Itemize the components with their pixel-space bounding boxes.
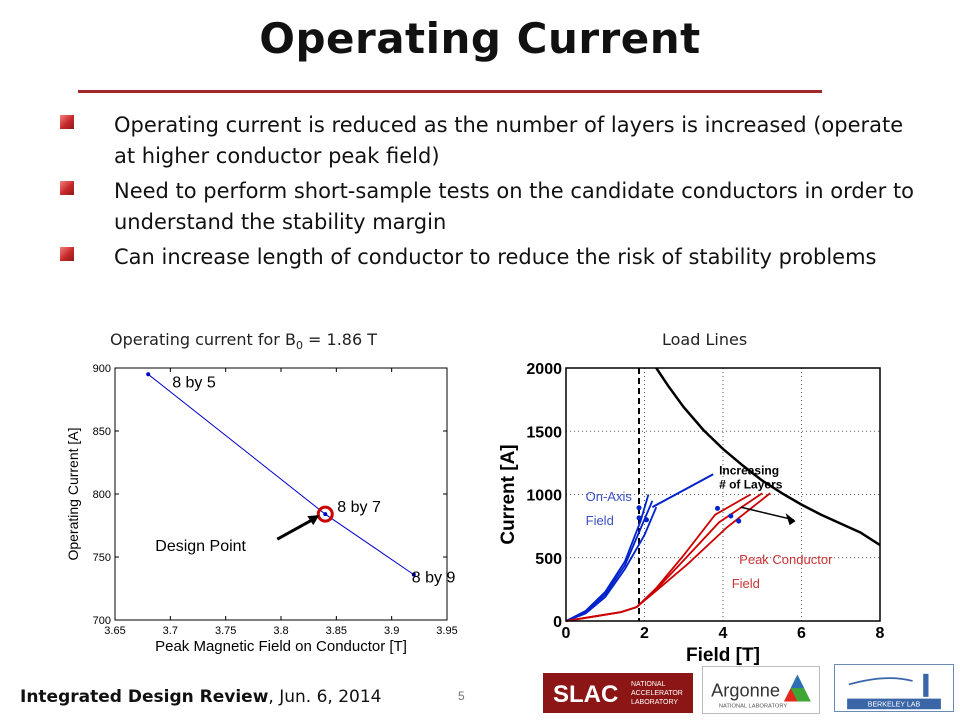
slide-title: Operating Current: [259, 14, 701, 63]
operating-point: [728, 513, 734, 519]
chart1-caption: Operating current for B0 = 1.86 T: [110, 330, 377, 352]
on-axis-pointer: [651, 473, 714, 509]
x-tick-label: 6: [797, 625, 806, 642]
y-tick-label: 700: [93, 615, 111, 627]
load-line-on-axis: [565, 506, 658, 622]
y-tick-label: 850: [93, 426, 111, 438]
increasing-layers-arrow: [740, 506, 794, 521]
berkeley-logo-arc-icon: [848, 677, 913, 686]
x-tick-label: 4: [719, 625, 728, 642]
operating-point: [715, 505, 721, 511]
point-label: 8 by 9: [412, 570, 456, 587]
load-line-peak: [565, 492, 771, 622]
y-tick-label: 1000: [526, 488, 562, 505]
y-tick-label: 900: [93, 363, 111, 375]
argonne-logo: Argonne NATIONAL LABORATORY: [702, 666, 820, 714]
load-line-on-axis: [565, 494, 650, 622]
annotation-text-line2: Field: [732, 576, 760, 591]
slac-logo-subtext: NATIONAL: [631, 681, 666, 688]
point-label: 8 by 7: [337, 499, 381, 516]
x-tick-label: 8: [876, 625, 885, 642]
annotation-text: Increasing: [719, 463, 779, 477]
x-tick-label: 3.65: [104, 625, 125, 637]
x-axis-label: Peak Magnetic Field on Conductor [T]: [155, 638, 407, 655]
page-number: 5: [458, 689, 465, 703]
x-tick-label: 2: [640, 625, 649, 642]
berkeley-logo-text: BERKELEY LAB: [868, 702, 921, 709]
bullet-text: Can increase length of conductor to redu…: [114, 245, 877, 269]
plot-frame: [565, 367, 881, 622]
plot-frame: [114, 367, 448, 621]
design-point-arrow: [276, 516, 316, 541]
data-point: [411, 572, 416, 577]
y-tick-label: 0: [553, 614, 562, 631]
annotation-text-line2: # of Layers: [719, 477, 783, 491]
x-tick-label: 0: [562, 625, 571, 642]
berkeley-logo-tower-icon: [923, 673, 929, 697]
data-point: [146, 372, 151, 377]
bullet-square-icon: [60, 115, 74, 129]
footer-rest: , Jun. 6, 2014: [268, 687, 382, 707]
slac-logo: SLAC NATIONAL ACCELERATOR LABORATORY: [543, 670, 693, 716]
y-tick-label: 750: [93, 552, 111, 564]
slac-logo-subtext: ACCELERATOR: [631, 690, 683, 697]
argonne-triangle-icon: [790, 674, 805, 689]
x-tick-label: 3.8: [273, 625, 288, 637]
footer-bold: Integrated Design Review: [20, 687, 269, 707]
load-line-on-axis: [565, 500, 654, 622]
x-tick-label: 3.85: [326, 625, 347, 637]
operating-current-chart: 3.65 3.7 3.75 3.8 3.85 3.9 3.95 700 750 800 850 900…: [65, 363, 458, 655]
design-point-marker: [316, 505, 334, 523]
data-point: [323, 512, 328, 517]
bullet-item: Operating current is reduced as the numb…: [60, 110, 920, 172]
bullet-item: Can increase length of conductor to redu…: [60, 242, 920, 273]
argonne-triangle-icon: [784, 688, 798, 702]
argonne-logo-subtext: NATIONAL LABORATORY: [719, 703, 788, 709]
annotation-text: On-Axis: [586, 489, 633, 504]
berkeley-logo-band: [847, 698, 941, 710]
y-axis-label: Operating Current [A]: [65, 427, 81, 560]
annotation-text-line2: Field: [586, 513, 614, 528]
argonne-logo-text: Argonne: [711, 681, 780, 701]
bullet-item: Need to perform short-sample tests on th…: [60, 176, 920, 238]
operating-point: [636, 515, 642, 521]
x-tick-label: 3.7: [163, 625, 178, 637]
increasing-layers-arrowhead: [785, 513, 796, 526]
bullet-text: Need to perform short-sample tests on th…: [114, 179, 915, 234]
operating-point: [643, 517, 649, 523]
berkeley-lab-logo: BERKELEY LAB: [834, 664, 954, 712]
x-tick-label: 3.9: [384, 625, 399, 637]
annotation-text: Peak Conductor: [739, 552, 833, 567]
y-tick-label: 1500: [526, 424, 562, 441]
bullet-text: Operating current is reduced as the numb…: [114, 113, 904, 168]
footer-text: Integrated Design Review, Jun. 6, 2014: [20, 687, 381, 707]
x-axis-label: Field [T]: [686, 645, 760, 666]
operating-point: [636, 505, 642, 511]
x-tick-label: 3.75: [215, 625, 236, 637]
bullet-square-icon: [60, 247, 74, 261]
slac-logo-subtext: LABORATORY: [631, 699, 678, 706]
chart1-caption-sub: 0: [295, 339, 303, 353]
chart1-caption-suffix: = 1.86 T: [302, 330, 378, 349]
chart2-caption: Load Lines: [662, 330, 748, 349]
bullet-list: Operating current is reduced as the numb…: [60, 110, 920, 277]
y-tick-label: 2000: [526, 361, 562, 378]
critical-current-curve: [655, 367, 881, 547]
y-axis-label: Current [A]: [498, 444, 519, 544]
design-point-label: Design Point: [155, 538, 246, 555]
operating-point: [736, 518, 742, 524]
bullet-square-icon: [60, 181, 74, 195]
chart1-caption-prefix: Operating current for B: [110, 330, 296, 349]
title-rule: [78, 90, 822, 93]
slac-logo-text: SLAC: [553, 681, 618, 708]
load-lines-chart: 0 2 4 6 8 0 500 1000 1500 2000 Increasing# of Laye…: [498, 361, 885, 666]
y-tick-label: 800: [93, 489, 111, 501]
point-label: 8 by 5: [172, 374, 216, 391]
x-tick-label: 3.95: [436, 625, 457, 637]
slac-logo-bg: [543, 673, 693, 713]
y-tick-label: 500: [535, 551, 562, 568]
design-point-arrowhead: [307, 515, 320, 526]
